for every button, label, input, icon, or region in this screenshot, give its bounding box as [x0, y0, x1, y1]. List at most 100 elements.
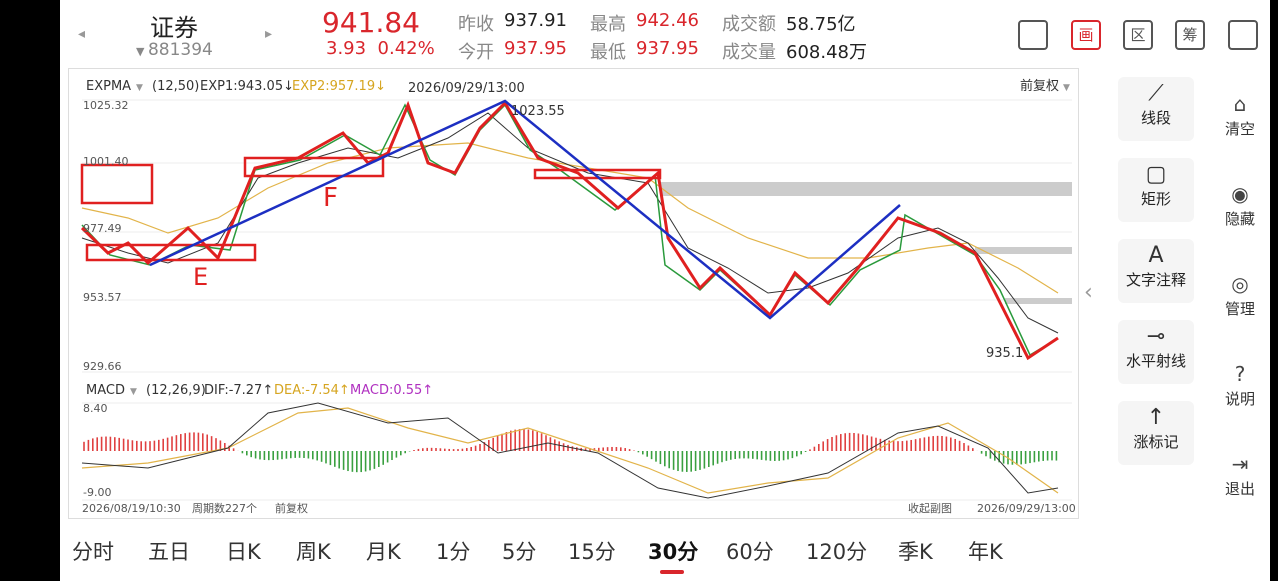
side-label: 隐藏	[1224, 210, 1255, 228]
y-label: 1025.32	[83, 99, 129, 112]
adjust[interactable]: 前复权	[1020, 78, 1059, 94]
stat-label: 今开	[458, 42, 494, 63]
stat-label: 成交额	[722, 14, 776, 35]
side-label: 管理	[1224, 300, 1255, 318]
stock-code: ▼ 881394	[136, 40, 213, 60]
y-label: 1001.40	[83, 155, 129, 168]
prev-arrow[interactable]: ◂	[78, 26, 86, 42]
low-label: 935.1	[986, 346, 1023, 361]
footer-adjust: 前复权	[275, 501, 308, 515]
stat-value: 608.48万	[786, 42, 867, 63]
tool-icon: A	[1148, 243, 1164, 268]
footer-count: 周期数227个	[192, 502, 257, 515]
tool-icon: ▢	[1145, 162, 1167, 187]
side-icon: ⌂	[1233, 92, 1247, 116]
tool[interactable]: A 文字注释	[1118, 239, 1194, 303]
tool[interactable]: ⟋ 线段	[1118, 77, 1194, 141]
code-text: 881394	[147, 40, 213, 60]
side-item[interactable]: ⇥ 退出	[1212, 450, 1268, 499]
stock-name: 证券	[150, 14, 198, 42]
side-item[interactable]: ? 说明	[1212, 360, 1268, 409]
tool-label: 文字注释	[1125, 271, 1186, 289]
tab[interactable]: 周K	[296, 540, 331, 564]
tab[interactable]: 15分	[568, 540, 616, 564]
y-label: 953.57	[83, 291, 122, 304]
tab[interactable]: 年K	[968, 540, 1003, 564]
collapse[interactable]: 收起副图	[908, 501, 952, 515]
stat-label: 最低	[590, 42, 626, 63]
tool[interactable]: ▢ 矩形	[1118, 158, 1194, 222]
price: 941.84	[322, 6, 420, 39]
params: (12,50)	[152, 79, 199, 94]
tab[interactable]: 1分	[436, 540, 471, 564]
change-value: 3.93	[326, 38, 367, 59]
stat-label: 成交量	[722, 42, 776, 63]
footer-end: 2026/09/29/13:00	[977, 502, 1076, 515]
toggle-arrow[interactable]: ‹	[1084, 280, 1093, 305]
tool-label: 涨标记	[1133, 433, 1179, 451]
tab[interactable]: 五日	[148, 540, 190, 564]
icon-phone[interactable]	[1228, 20, 1258, 50]
tool-label: 矩形	[1140, 190, 1171, 208]
stat-value: 937.91	[504, 10, 567, 31]
side-item[interactable]: ◉ 隐藏	[1212, 180, 1268, 229]
tab[interactable]: 30分	[648, 540, 699, 564]
tool-label: 线段	[1140, 109, 1171, 127]
side-item[interactable]: ⌂ 清空	[1212, 90, 1268, 139]
tab[interactable]: 日K	[226, 540, 261, 564]
dropdown[interactable]: ▼	[130, 387, 137, 397]
exp2: EXP2:957.19↓	[292, 79, 386, 94]
side-icon: ◎	[1231, 272, 1249, 296]
macd-y-label: 8.40	[83, 402, 108, 415]
app: ◂ ▸ 证券 ▼ 881394 941.84 3.93 0.42%	[60, 0, 1270, 581]
header-icon[interactable]: 筹	[1175, 20, 1205, 50]
indicator: EXPMA	[86, 79, 131, 94]
tab[interactable]: 60分	[726, 540, 774, 564]
macd-histogram	[83, 429, 1058, 473]
stat-value: 942.46	[636, 10, 699, 31]
side-icon: ?	[1234, 362, 1246, 386]
stat-label: 昨收	[458, 14, 494, 35]
header-icon[interactable]: 画	[1071, 20, 1101, 50]
macd-indicator: MACD	[86, 383, 125, 398]
cursor-time: 2026/09/29/13:00	[408, 81, 525, 96]
grey-bands	[660, 182, 1072, 304]
tab[interactable]: 120分	[806, 540, 868, 564]
y-label: 977.49	[83, 222, 122, 235]
adjust-arrow[interactable]: ▼	[1063, 83, 1070, 93]
exp1: EXP1:943.05↓	[200, 79, 294, 94]
dea: DEA:-7.54↑	[274, 383, 350, 398]
dif: DIF:-7.27↑	[204, 383, 273, 398]
tab[interactable]: 季K	[898, 540, 933, 564]
tab[interactable]: 分时	[72, 540, 114, 564]
stat-label: 最高	[590, 14, 626, 35]
trend-lines	[149, 99, 901, 320]
tool[interactable]: ⊸ 水平射线	[1118, 320, 1194, 384]
tool-icon: ⟋	[1148, 81, 1164, 106]
stat-value: 58.75亿	[786, 14, 856, 35]
tab-underline	[660, 570, 684, 574]
tool[interactable]: ↑ 涨标记	[1118, 401, 1194, 465]
header-icon[interactable]: 区	[1123, 20, 1153, 50]
tool-icon: ↑	[1146, 405, 1166, 430]
high-label: 1023.55	[511, 104, 565, 119]
side-label: 清空	[1224, 120, 1255, 138]
grid	[82, 99, 1072, 501]
next-arrow[interactable]: ▸	[265, 26, 273, 42]
change-pct: 0.42%	[377, 38, 435, 59]
stat-value: 937.95	[504, 38, 567, 59]
side-item[interactable]: ◎ 管理	[1212, 270, 1268, 319]
icon-minus[interactable]	[1018, 20, 1048, 50]
y-label: 929.66	[83, 360, 122, 373]
dif-line	[81, 402, 1059, 499]
mark-e: E	[193, 263, 208, 291]
tab[interactable]: 月K	[366, 540, 401, 564]
dropdown[interactable]: ▼	[136, 83, 143, 93]
side-label: 说明	[1224, 390, 1255, 408]
side-icon: ⇥	[1231, 452, 1249, 476]
tab[interactable]: 5分	[502, 540, 537, 564]
chart-panel: EXPMA ▼ (12,50) EXP1:943.05↓ EXP2:957.19…	[68, 68, 1079, 519]
side-label: 退出	[1224, 480, 1255, 498]
tool-icon: ⊸	[1146, 324, 1166, 349]
